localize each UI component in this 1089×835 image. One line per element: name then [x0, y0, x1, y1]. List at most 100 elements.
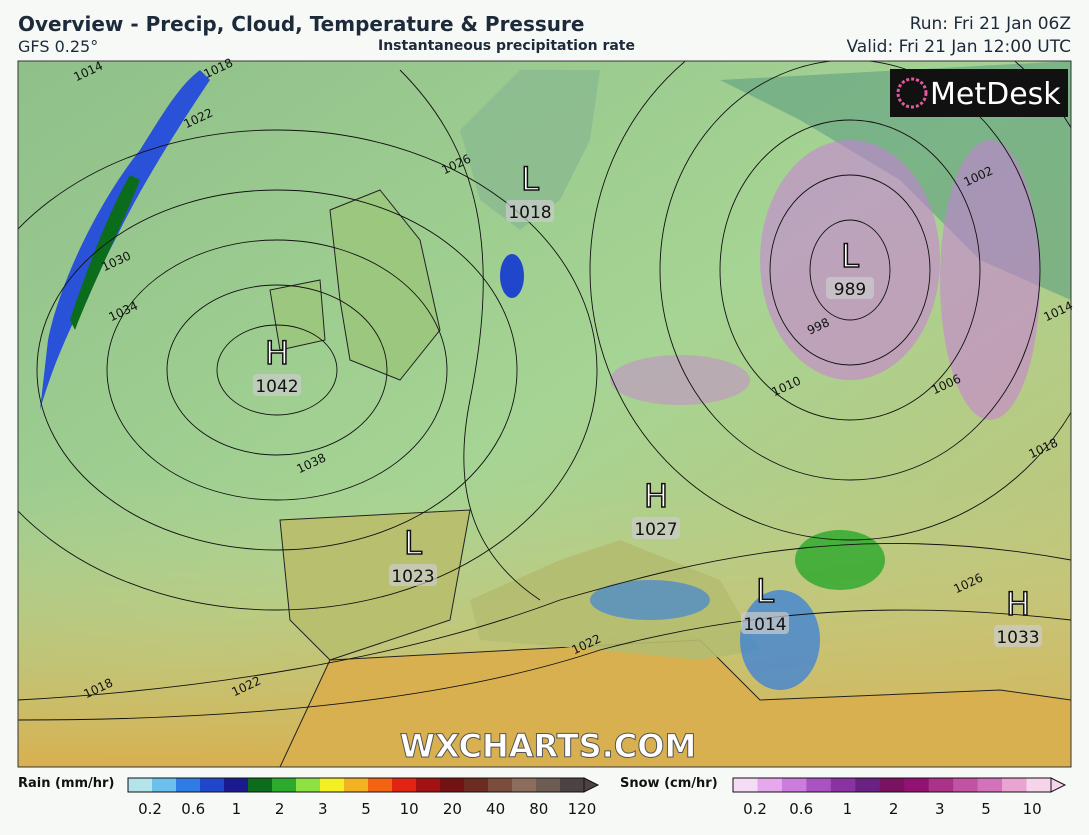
value-box [741, 612, 789, 634]
centre-symbol: L [756, 572, 774, 610]
legend-rain: Rain (mm/hr) 0.2 0.6 1 2 3 5 10 20 40 80 120 [18, 776, 600, 818]
legend-swatch [416, 778, 441, 792]
legend-tick: 0.6 [181, 800, 205, 818]
legend-swatch [440, 778, 465, 792]
legend-swatch [272, 778, 297, 792]
legend-swatch [128, 778, 153, 792]
legend-frame [127, 777, 585, 793]
legend-swatch [1002, 778, 1028, 792]
legend-swatch [368, 778, 393, 792]
rain-area [740, 590, 820, 690]
rain-area [795, 530, 885, 590]
great-britain [329, 189, 441, 381]
legend-tick: 5 [361, 800, 371, 818]
centre-symbol: H [265, 334, 289, 372]
isobar [769, 174, 931, 366]
run: Run: Fri 21 Jan 06Z [909, 14, 1071, 34]
centre-value: 1033 [996, 628, 1039, 648]
legend-swatch [296, 778, 321, 792]
value-box [389, 564, 437, 586]
legend-tick: 1 [232, 800, 242, 818]
model: GFS 0.25° [18, 37, 99, 56]
legend-tick: 3 [935, 800, 945, 818]
legend-swatch [512, 778, 537, 792]
watermark: WXCHARTS.COM [400, 727, 697, 765]
legend-swatch [344, 778, 369, 792]
iberia [279, 509, 471, 661]
legend-swatch [536, 778, 561, 792]
centre-value: 1014 [743, 615, 786, 635]
legend-snow: Snow (cm/hr) 0.2 0.6 1 2 3 5 10 [620, 776, 1067, 818]
legend-tick: 40 [486, 800, 505, 818]
isobar [18, 543, 1071, 701]
legend-tick: 2 [275, 800, 285, 818]
snow-area [940, 140, 1040, 420]
legend-swatch [904, 778, 930, 792]
legend-swatch [392, 778, 417, 792]
value-box [632, 517, 680, 539]
isobar [106, 239, 448, 501]
legend-tick: 1 [843, 800, 853, 818]
isobar [719, 119, 981, 421]
legend-tick: 80 [529, 800, 548, 818]
legend-frame [732, 777, 1052, 793]
centre-symbol: L [521, 160, 539, 198]
isobar [18, 609, 1071, 721]
centre-symbol: L [404, 524, 422, 562]
centre-value: 1018 [508, 203, 551, 223]
isobar [659, 61, 1041, 481]
legend-swatch [977, 778, 1003, 792]
legend-tick: 0.2 [743, 800, 767, 818]
pressure-centres: H 1042 L 1018 L 989 H 1027 L 1023 L 1014 H 1033 [253, 159, 1042, 648]
isobar [166, 284, 388, 456]
legend-swatch [464, 778, 489, 792]
rain-band [40, 70, 210, 410]
legend-swatch [830, 778, 856, 792]
legend-label: Snow (cm/hr) [620, 776, 718, 791]
centre-value: 1023 [391, 567, 434, 587]
centre-symbol: L [841, 237, 859, 275]
centre-symbol: H [1006, 585, 1030, 623]
legend-swatch [488, 778, 513, 792]
rain-core [70, 175, 140, 330]
legend-arrow [1050, 777, 1067, 793]
title: Overview - Precip, Cloud, Temperature & … [18, 12, 585, 36]
legend-tick: 5 [981, 800, 991, 818]
legend-swatch [855, 778, 881, 792]
isobar [18, 129, 598, 611]
legend-tick: 20 [443, 800, 462, 818]
value-box [253, 374, 301, 396]
legend-swatch [953, 778, 979, 792]
snow-area [760, 140, 940, 380]
legend-swatch [781, 778, 807, 792]
legend-arrow [583, 777, 600, 793]
value-box [826, 277, 874, 299]
scandinavia [460, 70, 600, 230]
valid: Valid: Fri 21 Jan 12:00 UTC [846, 37, 1072, 57]
legend-swatch [560, 778, 585, 792]
rain-area [590, 580, 710, 620]
centre-value: 1042 [255, 377, 298, 397]
isobar [589, 61, 1071, 541]
logo-icon [896, 77, 928, 109]
legend-tick: 2 [889, 800, 899, 818]
legend-tick: 10 [400, 800, 419, 818]
legend-swatch [806, 778, 832, 792]
legend-tick: 120 [568, 800, 597, 818]
legend-swatch [200, 778, 225, 792]
logo: MetDesk [930, 77, 1061, 112]
legend-tick: 3 [318, 800, 328, 818]
map-frame [17, 60, 1072, 768]
legend-swatch [879, 778, 905, 792]
legend-swatch [176, 778, 201, 792]
legend-tick: 0.2 [138, 800, 162, 818]
value-box [994, 625, 1042, 647]
legend-label: Rain (mm/hr) [18, 776, 114, 791]
legend-swatch [224, 778, 249, 792]
isobar [36, 189, 518, 551]
legend-swatch [248, 778, 273, 792]
legend-swatch [928, 778, 954, 792]
value-box [506, 200, 554, 222]
legend-swatch [320, 778, 345, 792]
